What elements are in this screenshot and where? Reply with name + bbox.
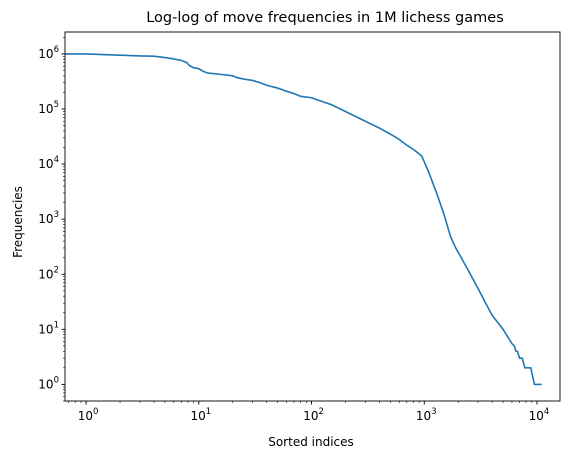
tick-labels: 100 101 102 103 104 100 101 102 103 104 105 106 [38,45,549,423]
y-tick-label: 102 [38,265,59,281]
plot-area-frame [64,31,561,402]
major-ticks [61,53,538,405]
x-tick-label: 104 [529,407,550,423]
y-tick-label: 104 [38,155,59,171]
x-tick-label: 101 [190,407,211,423]
x-tick-label: 102 [303,407,324,423]
y-tick-label: 103 [38,210,59,226]
chart-title: Log-log of move frequencies in 1M liches… [146,10,504,26]
y-tick-label: 100 [38,375,59,391]
x-tick-label: 103 [416,407,437,423]
x-tick-label: 100 [78,407,99,423]
y-axis-label: Frequencies [11,186,25,258]
x-axis-label: Sorted indices [268,435,354,449]
y-tick-label: 106 [38,45,59,61]
y-tick-label: 101 [38,320,59,336]
minor-ticks [63,37,533,403]
y-tick-label: 105 [38,100,59,116]
series-line [65,53,542,386]
